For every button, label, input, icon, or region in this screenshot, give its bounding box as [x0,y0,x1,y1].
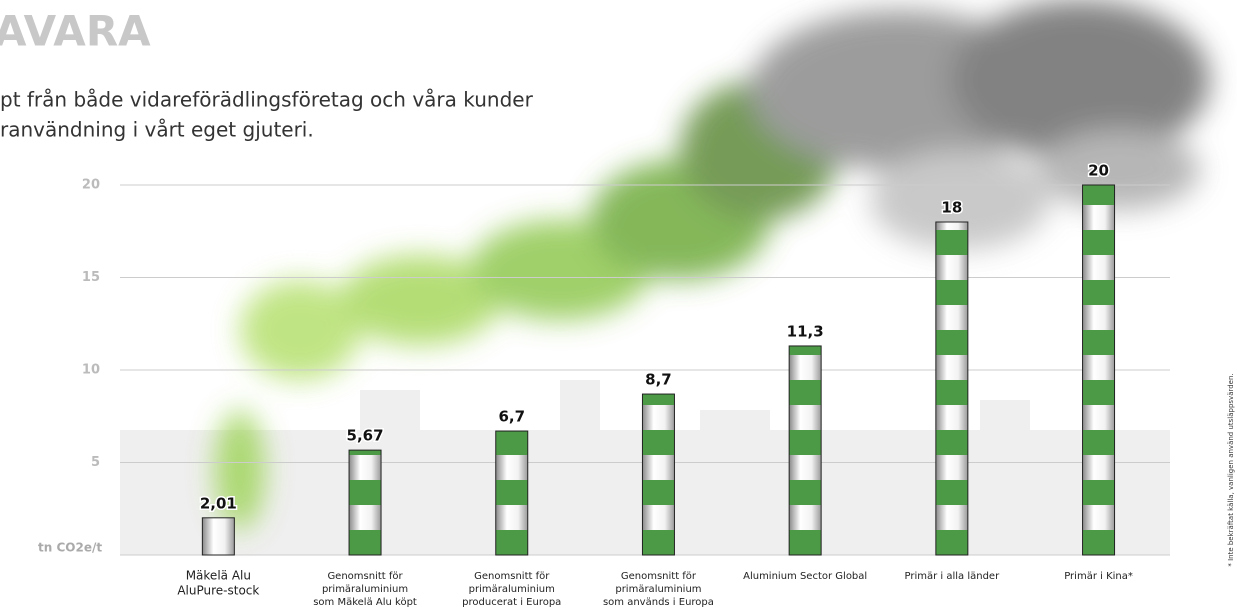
y-tick-label: 10 [82,363,100,378]
bar [496,431,528,555]
x-tick-label: Primär i Kina* [1064,571,1133,582]
y-axis-label: tn CO2e/t [38,541,102,555]
y-tick-label: 5 [91,455,100,470]
x-tick-label: Genomsnitt för [621,571,697,582]
bar [789,346,821,555]
chart: AVARA pt från både vidareförädlingsföret… [0,0,1237,612]
x-tick-label: AluPure-stock [177,584,259,598]
x-tick-label: primäraluminium [322,584,408,595]
subtitle-line: pt från både vidareförädlingsföretag och… [0,88,534,112]
x-tick-label: som används i Europa [603,597,714,608]
bar [202,518,234,555]
x-tick-label: Mäkelä Alu [186,569,251,583]
value-label: 11,3 [787,322,824,340]
value-label: 6,7 [498,408,525,426]
x-tick-label: primäraluminium [469,584,555,595]
subtitle-line: ranvändning i vårt eget gjuteri. [0,118,314,142]
x-tick-label: Primär i alla länder [904,571,1000,582]
y-tick-label: 20 [82,178,100,193]
value-label: 5,67 [347,427,384,445]
x-tick-label: producerat i Europa [462,597,561,608]
bar [936,222,968,555]
y-tick-label: 15 [82,270,100,285]
value-label: 18 [941,199,962,217]
bar [349,450,381,555]
chart-title: AVARA [0,7,151,56]
value-label: 8,7 [645,371,672,389]
footnote: * Inte bekräftat källa, vanligen använd … [1227,373,1235,566]
x-tick-label: Genomsnitt för [327,571,403,582]
value-label: 2,01 [200,494,237,512]
x-tick-label: som Mäkelä Alu köpt [313,597,417,608]
bar [1083,185,1115,555]
x-tick-label: Genomsnitt för [474,571,550,582]
bar [642,394,674,555]
value-label: 20 [1088,162,1109,180]
x-tick-label: primäraluminium [615,584,701,595]
x-tick-label: Aluminium Sector Global [743,571,867,582]
